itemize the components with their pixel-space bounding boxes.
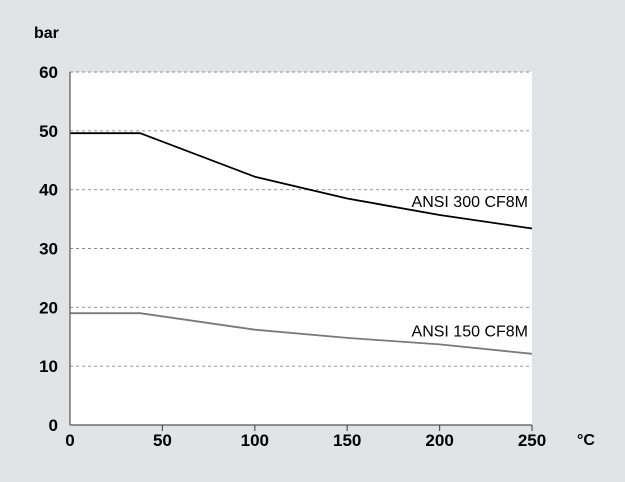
x-tick-label-250: 250 [518, 431, 546, 450]
y-tick-label-0: 0 [49, 416, 58, 435]
series-label-1: ANSI 300 CF8M [412, 194, 528, 211]
x-tick-label-200: 200 [425, 431, 453, 450]
y-tick-label-10: 10 [39, 357, 58, 376]
x-tick-label-150: 150 [333, 431, 361, 450]
x-tick-label-50: 50 [153, 431, 172, 450]
series-label-2: ANSI 150 CF8M [412, 323, 528, 340]
y-tick-label-50: 50 [39, 122, 58, 141]
y-tick-label-30: 30 [39, 240, 58, 259]
y-tick-label-40: 40 [39, 181, 58, 200]
y-tick-label-20: 20 [39, 298, 58, 317]
y-tick-label-60: 60 [39, 63, 58, 82]
x-tick-label-0: 0 [65, 431, 74, 450]
x-tick-label-100: 100 [241, 431, 269, 450]
y-axis-label: bar [34, 25, 59, 42]
x-axis-label: °C [577, 432, 595, 449]
